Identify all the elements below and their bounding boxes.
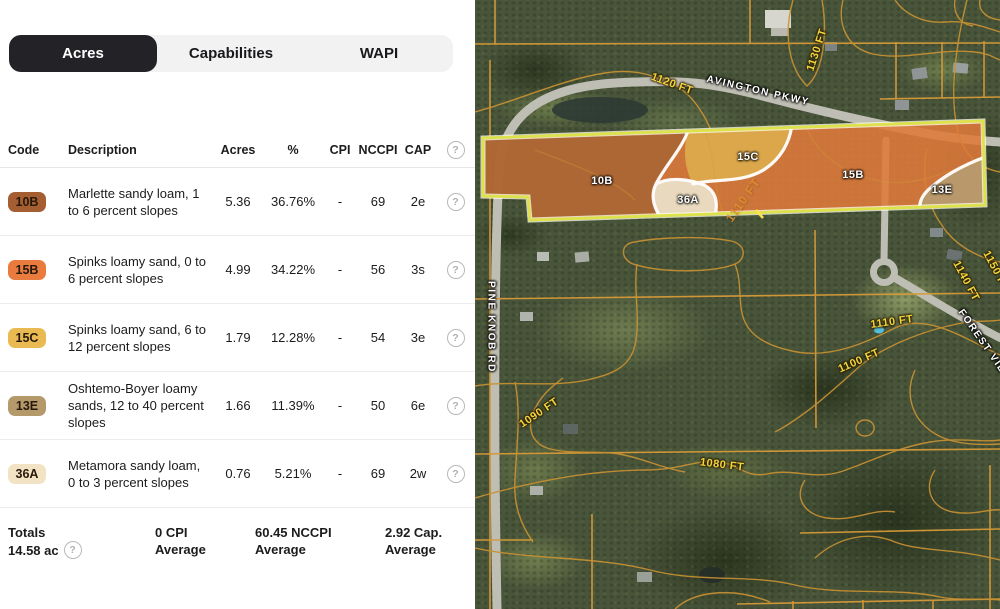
soil-region-13E[interactable] <box>919 157 985 213</box>
map-overlay-layers <box>475 0 1000 609</box>
buildings <box>520 10 969 582</box>
cpi-value: - <box>337 330 343 345</box>
totals-acres: 14.58 ac <box>8 542 59 558</box>
pond <box>552 97 648 123</box>
cpi-value: - <box>337 194 343 209</box>
help-icon[interactable]: ? <box>446 140 465 159</box>
cpi-value: - <box>337 262 343 277</box>
cap-value: 6e <box>410 398 426 413</box>
soil-table-panel: Acres Capabilities WAPI Code Description… <box>0 0 475 609</box>
cpi-value: - <box>337 466 343 481</box>
soil-description: Metamora sandy loam, 0 to 3 percent slop… <box>68 457 201 490</box>
cap-value: 3e <box>410 330 426 345</box>
soil-region-10B[interactable] <box>483 131 688 220</box>
acres-value: 5.36 <box>225 194 251 209</box>
table-header: Code Description Acres % CPI NCCPI CAP ? <box>0 132 475 168</box>
help-icon[interactable]: ? <box>446 396 465 415</box>
help-icon[interactable]: ? <box>446 464 465 483</box>
soil-label-15C: 15C <box>737 151 759 163</box>
tab-capabilities[interactable]: Capabilities <box>188 45 274 62</box>
help-icon[interactable]: ? <box>446 328 465 347</box>
help-icon[interactable]: ? <box>446 260 465 279</box>
soil-code-badge: 13E <box>8 395 46 416</box>
soil-code-badge: 15C <box>8 327 46 348</box>
nccpi-value: 54 <box>370 330 386 345</box>
cap-value: 2e <box>410 194 426 209</box>
soil-label-13E: 13E <box>931 184 953 196</box>
header-code: Code <box>8 142 40 157</box>
satellite-imagery <box>475 0 1000 609</box>
help-icon[interactable]: ? <box>63 541 82 559</box>
cap-average-label: Average <box>385 542 436 557</box>
percent-value: 36.76% <box>270 194 316 209</box>
soil-region-36A[interactable] <box>653 179 717 220</box>
acres-value: 0.76 <box>225 466 251 481</box>
tab-wapi[interactable]: WAPI <box>359 45 399 62</box>
header-description: Description <box>68 142 137 157</box>
tab-acres[interactable]: Acres <box>9 35 157 72</box>
table-row[interactable]: 15C Spinks loamy sand, 6 to 12 percent s… <box>0 304 475 372</box>
soil-label-10B: 10B <box>591 175 613 187</box>
soil-regions <box>483 121 985 220</box>
cap-value: 2w <box>409 466 427 481</box>
soil-description: Spinks loamy sand, 6 to 12 percent slope… <box>68 321 207 354</box>
nccpi-value: 69 <box>370 194 386 209</box>
nccpi-average-value: 60.45 NCCPI <box>255 525 332 540</box>
nccpi-value: 50 <box>370 398 386 413</box>
percent-value: 12.28% <box>270 330 316 345</box>
soil-description: Spinks loamy sand, 0 to 6 percent slopes <box>68 253 207 286</box>
cap-average-value: 2.92 Cap. <box>385 525 443 540</box>
parcel-map[interactable]: 10B 36A 15C 15B 13E 1120 FT AVINGTON PKW… <box>475 0 1000 609</box>
nccpi-average-label: Average <box>255 542 306 557</box>
cap-value: 3s <box>411 262 425 277</box>
acres-value: 4.99 <box>225 262 251 277</box>
acres-value: 1.66 <box>225 398 251 413</box>
nccpi-value: 56 <box>370 262 386 277</box>
report-tab-bar: Acres Capabilities WAPI <box>9 35 453 72</box>
table-row[interactable]: 10B Marlette sandy loam, 1 to 6 percent … <box>0 168 475 236</box>
pond <box>699 567 725 583</box>
help-icon[interactable]: ? <box>446 192 465 211</box>
table-row[interactable]: 36A Metamora sandy loam, 0 to 3 percent … <box>0 440 475 508</box>
contour-lines <box>475 0 1000 609</box>
header-percent: % <box>287 142 299 157</box>
soil-description: Oshtemo-Boyer loamy sands, 12 to 40 perc… <box>68 381 204 430</box>
soil-code-badge: 10B <box>8 191 46 212</box>
soil-code-badge: 36A <box>8 463 46 484</box>
acres-value: 1.79 <box>225 330 251 345</box>
totals-row: Totals 14.58 ac ? 0 CPI Average 60.45 NC… <box>0 508 475 559</box>
nccpi-value: 69 <box>370 466 386 481</box>
table-row[interactable]: 15B Spinks loamy sand, 0 to 6 percent sl… <box>0 236 475 304</box>
road-label-pine-knob-rd: PINE KNOB RD <box>485 281 497 373</box>
table-row[interactable]: 13E Oshtemo-Boyer loamy sands, 12 to 40 … <box>0 372 475 440</box>
cpi-value: - <box>337 398 343 413</box>
header-cpi: CPI <box>329 142 351 157</box>
soil-region-15C[interactable] <box>685 124 792 184</box>
parcel-outline[interactable] <box>481 119 987 222</box>
percent-value: 34.22% <box>270 262 316 277</box>
header-cap: CAP <box>404 142 432 157</box>
soil-label-36A: 36A <box>677 194 699 206</box>
header-acres: Acres <box>220 142 256 157</box>
contour-tick <box>755 209 764 219</box>
header-nccpi: NCCPI <box>358 142 398 157</box>
swimming-pool <box>874 326 884 334</box>
soil-description: Marlette sandy loam, 1 to 6 percent slop… <box>68 185 200 218</box>
soil-label-15B: 15B <box>842 169 864 181</box>
totals-label: Totals <box>8 525 46 540</box>
cpi-average-value: 0 CPI <box>155 525 188 540</box>
soil-code-badge: 15B <box>8 259 46 280</box>
percent-value: 11.39% <box>271 398 315 413</box>
percent-value: 5.21% <box>274 466 312 481</box>
cpi-average-label: Average <box>155 542 206 557</box>
